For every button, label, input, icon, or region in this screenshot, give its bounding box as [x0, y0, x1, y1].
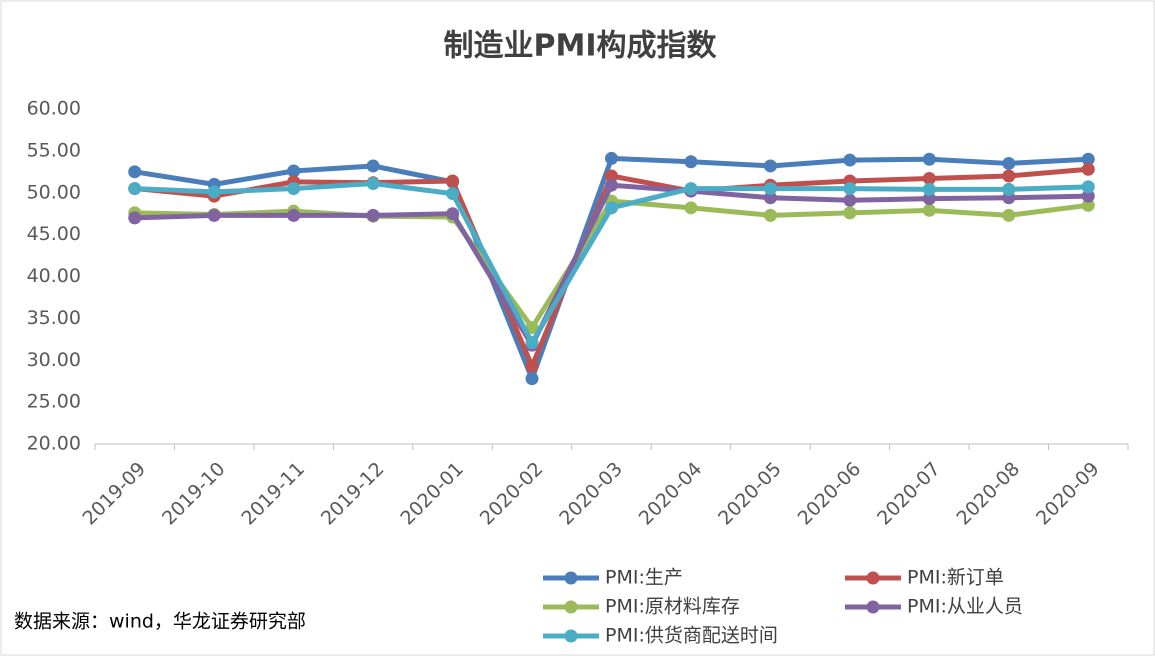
data-point [605, 201, 618, 215]
data-point [1002, 182, 1016, 196]
data-point [207, 208, 221, 222]
data-point [525, 359, 539, 373]
y-tick-label: 50.00 [27, 181, 81, 203]
y-tick-label: 25.00 [27, 391, 81, 413]
legend-marker [866, 600, 880, 614]
data-point [128, 211, 142, 225]
data-point [366, 177, 380, 191]
legend-label: PMI:从业人员 [907, 596, 1023, 618]
data-point [446, 174, 460, 188]
y-tick-label: 35.00 [27, 307, 81, 329]
legend-label: PMI:供货商配送时间 [605, 625, 778, 647]
data-point [287, 164, 301, 178]
legend-marker [564, 571, 578, 585]
y-tick-label: 60.00 [27, 98, 81, 120]
data-point [287, 182, 301, 196]
y-tick-label: 30.00 [27, 349, 81, 371]
y-tick-label: 40.00 [27, 265, 81, 287]
data-point [605, 169, 618, 183]
data-point [922, 152, 936, 166]
y-tick-label: 20.00 [27, 433, 81, 455]
legend-marker [564, 629, 578, 643]
data-point [1081, 152, 1095, 166]
data-point [525, 336, 539, 350]
data-point [1002, 156, 1016, 170]
data-point [1002, 169, 1016, 183]
data-point [763, 208, 777, 222]
data-point [684, 201, 698, 215]
data-point [525, 372, 539, 386]
data-point [128, 165, 142, 179]
data-point [128, 182, 142, 196]
data-point [763, 159, 777, 173]
data-point [287, 208, 301, 222]
data-point [763, 191, 777, 205]
data-point [446, 187, 460, 201]
data-point [763, 182, 777, 196]
data-point [366, 159, 380, 173]
legend-label: PMI:新订单 [907, 567, 1004, 589]
legend-marker [866, 571, 880, 585]
data-point [922, 172, 936, 186]
data-point [366, 208, 380, 222]
data-point [1081, 189, 1095, 203]
data-point [922, 192, 936, 206]
data-point [684, 182, 698, 196]
data-point [525, 321, 539, 335]
data-point [843, 182, 857, 196]
data-point [1081, 198, 1095, 212]
y-tick-label: 45.00 [27, 223, 81, 245]
y-tick-label: 55.00 [27, 139, 81, 161]
data-point [1002, 208, 1016, 222]
data-point [843, 153, 857, 167]
data-point [922, 182, 936, 196]
data-point [605, 178, 618, 192]
data-point [207, 185, 221, 199]
data-point [684, 155, 698, 169]
data-point [605, 151, 618, 165]
data-point [1081, 162, 1095, 176]
legend-marker [564, 600, 578, 614]
legend-label: PMI:原材料库存 [605, 596, 740, 618]
data-point [1081, 180, 1095, 194]
source-note: 数据来源：wind，华龙证券研究部 [14, 611, 306, 633]
legend-label: PMI:生产 [605, 567, 683, 589]
data-point [843, 193, 857, 207]
data-point [446, 207, 460, 221]
chart-title: 制造业PMI构成指数 [443, 29, 717, 64]
data-point [922, 203, 936, 217]
data-point [843, 206, 857, 220]
